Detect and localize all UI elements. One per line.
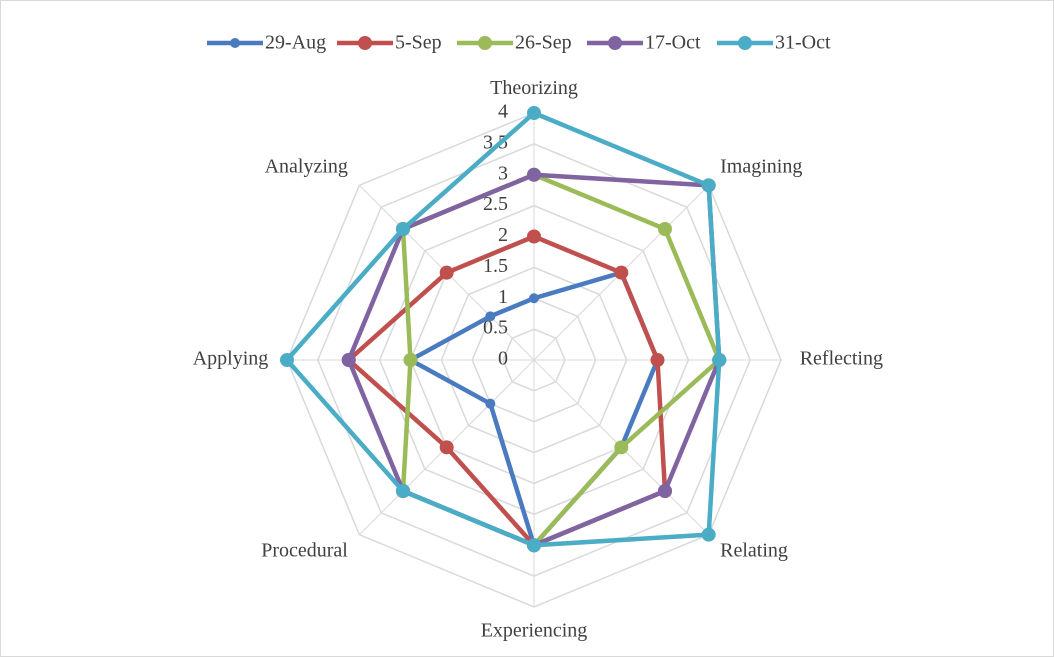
legend-label: 5-Sep	[395, 32, 442, 54]
series-marker	[701, 178, 716, 193]
axis-label: Procedural	[261, 540, 348, 562]
axis-label: Applying	[193, 348, 269, 370]
axis-label: Reflecting	[800, 348, 883, 370]
legend-marker	[478, 36, 492, 50]
legend-marker	[230, 38, 240, 48]
tick-label: 1.5	[483, 255, 508, 277]
series-marker	[614, 265, 629, 280]
axis-label: Analyzing	[265, 155, 348, 177]
legend-marker	[738, 36, 752, 50]
series-marker	[439, 440, 454, 455]
axis-label: Theorizing	[490, 77, 578, 99]
tick-label: 2.5	[483, 193, 508, 215]
series-marker	[485, 398, 496, 409]
series-marker	[650, 353, 665, 367]
series-marker	[657, 483, 672, 498]
legend-label: 31-Oct	[775, 32, 831, 54]
tick-label: 3	[498, 162, 508, 184]
series-marker	[657, 222, 672, 237]
tick-label: 2	[498, 224, 508, 246]
legend-label: 29-Aug	[265, 32, 326, 54]
series-marker	[485, 311, 496, 322]
series-marker	[527, 229, 541, 244]
series-marker	[527, 167, 541, 182]
series-marker	[527, 106, 541, 120]
legend-marker	[358, 36, 372, 50]
series-marker	[439, 265, 454, 280]
series-marker	[701, 527, 716, 542]
series-marker	[712, 353, 727, 367]
tick-label: 0.5	[483, 317, 508, 339]
axis-label: Experiencing	[481, 619, 588, 641]
tick-label: 0	[498, 348, 508, 370]
series-marker	[280, 353, 294, 367]
series-marker	[527, 538, 541, 553]
axis-label: Imagining	[720, 155, 802, 177]
legend-label: 26-Sep	[515, 32, 572, 54]
legend-label: 17-Oct	[645, 32, 701, 54]
series-marker	[614, 440, 629, 455]
axis-label: Relating	[720, 540, 788, 562]
series-marker	[529, 293, 539, 304]
tick-label: 3.5	[483, 131, 508, 153]
series-marker	[396, 222, 411, 237]
tick-label: 1	[498, 286, 508, 308]
legend-marker	[608, 36, 622, 50]
series-marker	[403, 353, 418, 367]
series-marker	[396, 483, 411, 498]
series-marker	[341, 353, 356, 367]
tick-label: 4	[498, 101, 508, 123]
